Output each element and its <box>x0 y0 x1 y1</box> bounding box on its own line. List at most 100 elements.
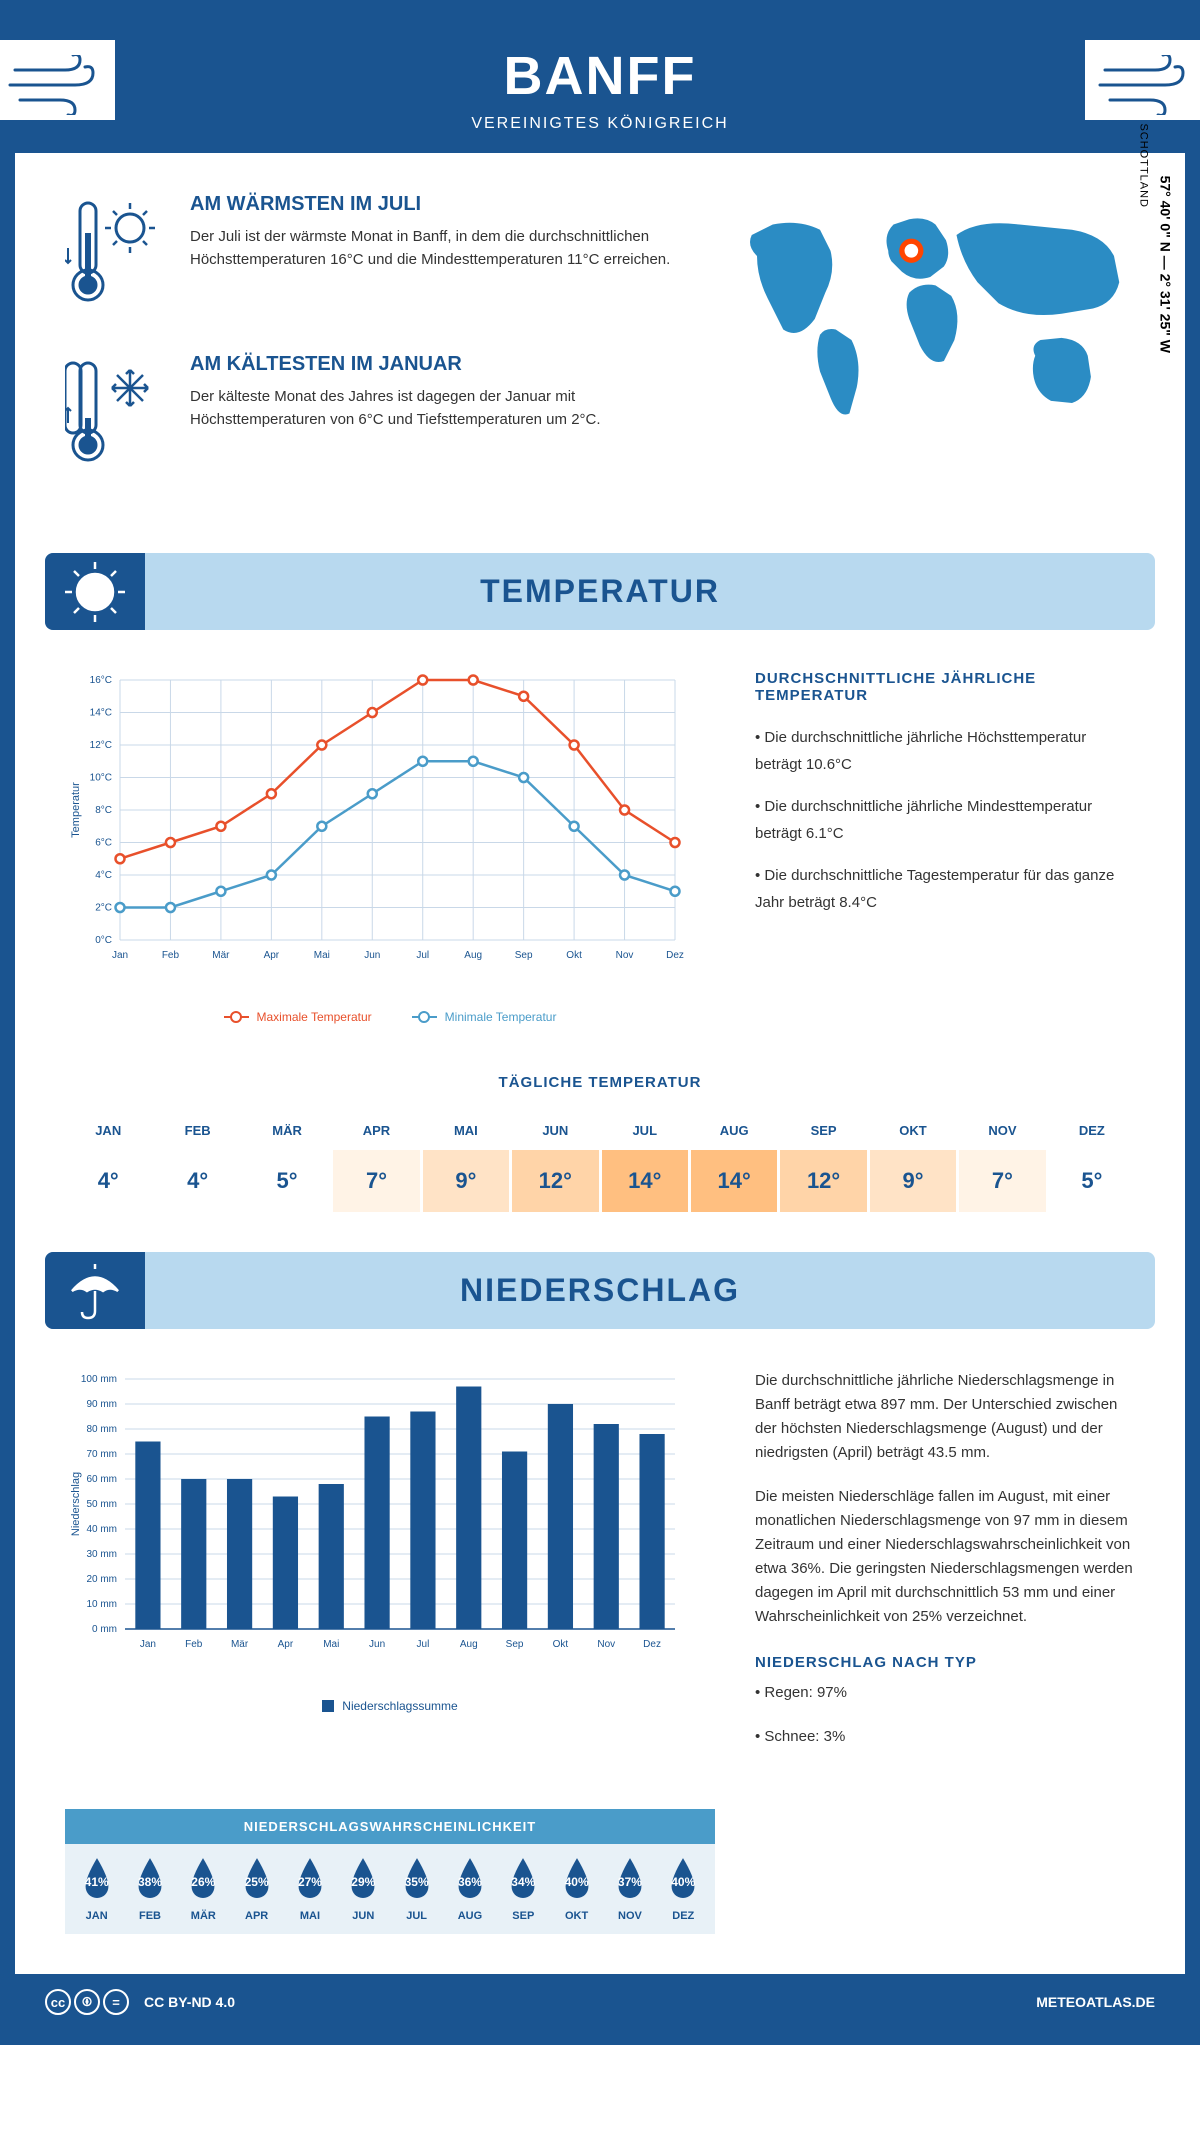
drop-icon: 25% <box>238 1856 276 1904</box>
coldest-text: Der kälteste Monat des Jahres ist dagege… <box>190 386 675 431</box>
svg-text:Jun: Jun <box>369 1639 385 1650</box>
temp-bullet: • Die durchschnittliche Tagestemperatur … <box>755 862 1135 916</box>
prob-col: 25% APR <box>230 1856 283 1922</box>
region-label: SCHOTTLAND <box>1138 123 1150 208</box>
temp-bullet: • Die durchschnittliche jährliche Mindes… <box>755 793 1135 847</box>
svg-text:Jan: Jan <box>140 1639 156 1650</box>
svg-text:Okt: Okt <box>553 1639 569 1650</box>
daily-temp-grid: JAN4°FEB4°MÄR5°APR7°MAI9°JUN12°JUL14°AUG… <box>65 1111 1135 1212</box>
svg-text:8°C: 8°C <box>95 805 112 816</box>
svg-text:Aug: Aug <box>464 950 482 961</box>
svg-text:100 mm: 100 mm <box>81 1374 117 1385</box>
precipitation-chart: 0 mm10 mm20 mm30 mm40 mm50 mm60 mm70 mm8… <box>65 1369 715 1769</box>
svg-text:Dez: Dez <box>643 1639 661 1650</box>
svg-text:Temperatur: Temperatur <box>70 782 82 838</box>
drop-icon: 41% <box>78 1856 116 1904</box>
svg-text:6°C: 6°C <box>95 838 112 849</box>
coldest-title: AM KÄLTESTEN IM JANUAR <box>190 353 675 376</box>
svg-text:Feb: Feb <box>185 1639 203 1650</box>
svg-text:50 mm: 50 mm <box>86 1499 117 1510</box>
header: BANFF VEREINIGTES KÖNIGREICH <box>15 15 1185 153</box>
temp-info-title: DURCHSCHNITTLICHE JÄHRLICHE TEMPERATUR <box>755 670 1135 704</box>
site-name: METEOATLAS.DE <box>1036 1994 1155 2010</box>
precipitation-banner: NIEDERSCHLAG <box>45 1252 1155 1329</box>
daily-col: MÄR5° <box>244 1111 333 1212</box>
daily-col: JAN4° <box>65 1111 154 1212</box>
prob-col: 40% OKT <box>550 1856 603 1922</box>
city-title: BANFF <box>35 45 1165 107</box>
svg-text:10°C: 10°C <box>90 773 112 784</box>
svg-text:90 mm: 90 mm <box>86 1399 117 1410</box>
wind-icon <box>0 40 115 120</box>
daily-col: FEB4° <box>154 1111 243 1212</box>
thermometer-snow-icon <box>65 353 165 478</box>
svg-text:20 mm: 20 mm <box>86 1574 117 1585</box>
drop-icon: 29% <box>344 1856 382 1904</box>
warmest-block: AM WÄRMSTEN IM JULI Der Juli ist der wär… <box>65 193 675 318</box>
legend-max: Maximale Temperatur <box>257 1010 372 1024</box>
probability-box: NIEDERSCHLAGSWAHRSCHEINLICHKEIT 41% JAN … <box>65 1809 715 1934</box>
section-title: NIEDERSCHLAG <box>45 1272 1155 1309</box>
info-section: AM WÄRMSTEN IM JULI Der Juli ist der wär… <box>15 153 1185 553</box>
warmest-text: Der Juli ist der wärmste Monat in Banff,… <box>190 226 675 271</box>
svg-text:12°C: 12°C <box>90 740 112 751</box>
svg-text:Sep: Sep <box>515 950 533 961</box>
svg-text:Nov: Nov <box>597 1639 615 1650</box>
svg-text:Mai: Mai <box>323 1639 339 1650</box>
section-title: TEMPERATUR <box>45 573 1155 610</box>
svg-text:80 mm: 80 mm <box>86 1424 117 1435</box>
daily-col: NOV7° <box>959 1111 1048 1212</box>
drop-icon: 40% <box>664 1856 702 1904</box>
svg-text:Jul: Jul <box>417 1639 430 1650</box>
svg-text:Mär: Mär <box>212 950 230 961</box>
svg-text:Nov: Nov <box>616 950 634 961</box>
license-text: CC BY-ND 4.0 <box>144 1994 235 2010</box>
prob-col: 37% NOV <box>603 1856 656 1922</box>
prob-col: 27% MAI <box>283 1856 336 1922</box>
precip-para: Die durchschnittliche jährliche Niedersc… <box>755 1369 1135 1465</box>
footer: cc 🅯 = CC BY-ND 4.0 METEOATLAS.DE <box>15 1974 1185 2030</box>
temp-bullet: • Die durchschnittliche jährliche Höchst… <box>755 724 1135 778</box>
drop-icon: 27% <box>291 1856 329 1904</box>
svg-text:16°C: 16°C <box>90 675 112 686</box>
legend-precip: Niederschlagssumme <box>342 1699 457 1713</box>
cc-icons: cc 🅯 = <box>45 1989 129 2015</box>
svg-text:14°C: 14°C <box>90 708 112 719</box>
daily-col: APR7° <box>333 1111 422 1212</box>
svg-text:Dez: Dez <box>666 950 684 961</box>
svg-text:Apr: Apr <box>264 950 280 961</box>
svg-text:4°C: 4°C <box>95 870 112 881</box>
probability-title: NIEDERSCHLAGSWAHRSCHEINLICHKEIT <box>65 1809 715 1844</box>
svg-text:40 mm: 40 mm <box>86 1524 117 1535</box>
sun-icon <box>45 553 145 630</box>
prob-col: 35% JUL <box>390 1856 443 1922</box>
temperature-chart: 0°C2°C4°C6°C8°C10°C12°C14°C16°CJanFebMär… <box>65 670 715 1024</box>
svg-text:Sep: Sep <box>506 1639 524 1650</box>
svg-text:Okt: Okt <box>566 950 582 961</box>
drop-icon: 40% <box>558 1856 596 1904</box>
svg-text:30 mm: 30 mm <box>86 1549 117 1560</box>
svg-text:Jan: Jan <box>112 950 128 961</box>
drop-icon: 35% <box>398 1856 436 1904</box>
svg-text:Jul: Jul <box>416 950 429 961</box>
coldest-block: AM KÄLTESTEN IM JANUAR Der kälteste Mona… <box>65 353 675 478</box>
thermometer-sun-icon <box>65 193 165 318</box>
precip-para: Die meisten Niederschläge fallen im Augu… <box>755 1485 1135 1629</box>
temperature-banner: TEMPERATUR <box>45 553 1155 630</box>
svg-text:2°C: 2°C <box>95 903 112 914</box>
daily-col: OKT9° <box>870 1111 959 1212</box>
svg-text:Jun: Jun <box>364 950 380 961</box>
svg-text:60 mm: 60 mm <box>86 1474 117 1485</box>
precip-type-bullet: • Regen: 97% <box>755 1681 1135 1705</box>
daily-col: SEP12° <box>780 1111 869 1212</box>
svg-text:Mär: Mär <box>231 1639 249 1650</box>
drop-icon: 34% <box>504 1856 542 1904</box>
prob-col: 34% SEP <box>497 1856 550 1922</box>
wind-icon <box>1085 40 1200 120</box>
daily-col: JUL14° <box>602 1111 691 1212</box>
daily-col: AUG14° <box>691 1111 780 1212</box>
legend-min: Minimale Temperatur <box>445 1010 557 1024</box>
prob-col: 26% MÄR <box>177 1856 230 1922</box>
country-subtitle: VEREINIGTES KÖNIGREICH <box>35 115 1165 133</box>
prob-col: 38% FEB <box>123 1856 176 1922</box>
